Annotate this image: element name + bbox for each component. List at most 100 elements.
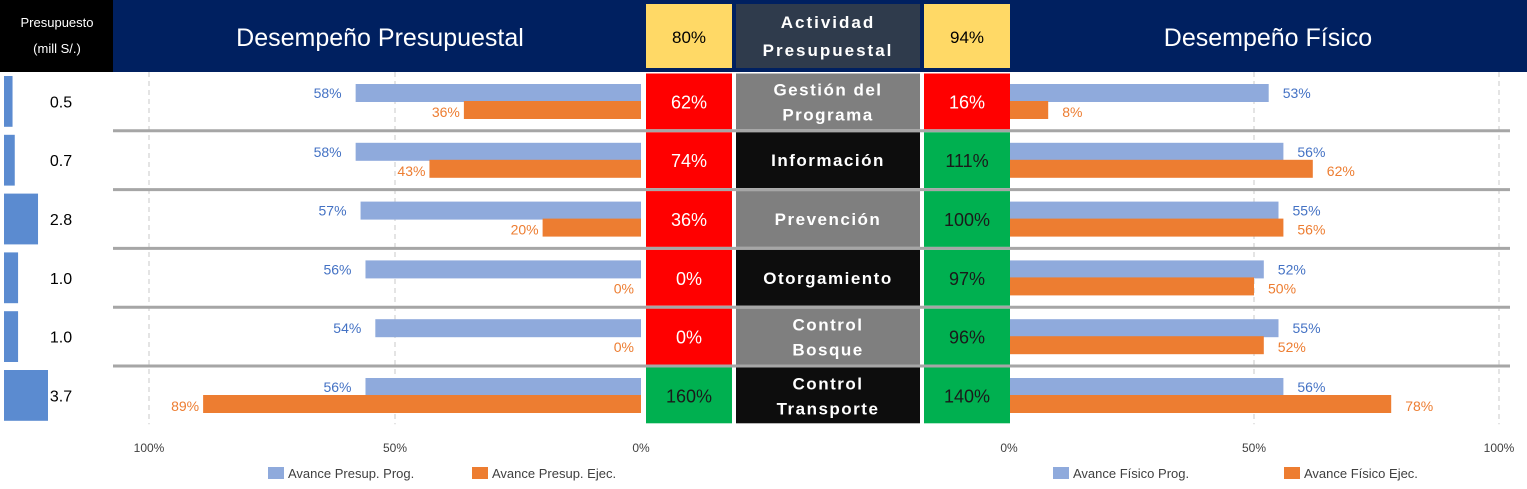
bar-fisico-prog	[1009, 142, 1284, 161]
axis-ticks: 100% 50% 0% 0% 50% 100%	[134, 441, 1515, 455]
bar-presup-ejec	[429, 159, 641, 178]
label-fisico-ejec: 8%	[1062, 104, 1082, 120]
presup-status-value: 62%	[671, 92, 707, 112]
budget-bar	[4, 311, 19, 362]
bar-fisico-ejec	[1009, 218, 1284, 237]
activity-header-cell	[736, 4, 920, 68]
label-presup-prog: 57%	[319, 203, 347, 219]
activity-cell	[736, 367, 920, 424]
fisico-status-value: 16%	[949, 92, 985, 112]
presup-status-value: 0%	[676, 269, 702, 289]
label-fisico-ejec: 52%	[1278, 339, 1306, 355]
activity-name: Programa	[782, 105, 873, 124]
bar-fisico-ejec	[1009, 159, 1313, 178]
budget-value: 1.0	[50, 271, 72, 288]
bar-presup-prog	[365, 378, 641, 396]
left-title: Desempeño Presupuestal	[236, 24, 524, 52]
table-row: 1.0 56% 0% 52% 50% 0% Otorgamiento 97%	[4, 246, 1510, 306]
bar-fisico-prog	[1009, 260, 1264, 279]
bar-presup-prog	[375, 319, 641, 338]
legend-swatch-left-prog	[268, 467, 284, 479]
presup-status-cell	[646, 132, 732, 189]
fisico-status-value: 100%	[944, 210, 990, 230]
budget-value: 0.7	[50, 153, 72, 170]
bar-fisico-prog	[1009, 378, 1284, 396]
presup-status-value: 0%	[676, 328, 702, 348]
budget-header	[0, 0, 113, 72]
legend: Avance Presup. Prog. Avance Presup. Ejec…	[268, 466, 1418, 481]
legend-left-ejec: Avance Presup. Ejec.	[492, 466, 616, 481]
bar-presup-ejec	[542, 218, 641, 237]
label-presup-prog: 56%	[323, 379, 351, 395]
label-presup-ejec: 0%	[614, 280, 634, 296]
activity-cell	[736, 308, 920, 365]
right-axis-tick: 50%	[1242, 441, 1266, 455]
legend-swatch-left-ejec	[472, 467, 488, 479]
fisico-status-cell	[924, 73, 1010, 130]
bar-fisico-prog	[1009, 319, 1279, 338]
table-row: 0.5 58% 36% 53% 8% 62% Gestión del Programa 16%	[4, 73, 1311, 130]
left-total-cell	[646, 4, 732, 68]
left-axis-tick: 100%	[134, 441, 165, 455]
budget-value: 1.0	[50, 330, 72, 347]
label-fisico-prog: 55%	[1293, 320, 1321, 336]
activity-name: Control	[793, 374, 864, 393]
activity-name: Otorgamiento	[763, 269, 892, 288]
label-presup-prog: 58%	[314, 85, 342, 101]
left-total: 80%	[672, 28, 706, 47]
bar-fisico-ejec	[1009, 395, 1392, 413]
activity-name: Bosque	[792, 341, 863, 360]
table-row: 0.7 58% 43% 56%62% 74% Información 111%	[4, 129, 1510, 189]
presup-status-cell	[646, 249, 732, 306]
right-total: 94%	[950, 28, 984, 47]
activity-cell	[736, 191, 920, 247]
presup-status-value: 36%	[671, 210, 707, 230]
legend-swatch-right-ejec	[1284, 467, 1300, 479]
fisico-status-cell	[924, 249, 1010, 306]
table-rows: 0.558%36%53%8%62%Gestión delPrograma16%0…	[4, 73, 1510, 426]
label-presup-ejec: 36%	[432, 104, 460, 120]
fisico-status-cell	[924, 191, 1010, 247]
label-fisico-prog: 55%	[1293, 203, 1321, 219]
presup-status-value: 160%	[666, 386, 712, 406]
label-presup-prog: 54%	[333, 320, 361, 336]
table-row: 3.7 56% 89% 56% 78% 160% Control Transporte 140%	[4, 364, 1510, 424]
label-presup-ejec: 0%	[614, 339, 634, 355]
right-total-cell	[924, 4, 1010, 68]
bar-presup-prog	[360, 201, 641, 220]
budget-value: 3.7	[50, 388, 72, 405]
label-fisico-ejec: 62%	[1327, 163, 1355, 179]
legend-swatch-right-prog	[1053, 467, 1069, 479]
label-fisico-ejec: 56%	[1297, 222, 1325, 238]
right-title: Desempeño Físico	[1164, 24, 1372, 52]
budget-bar	[4, 252, 19, 304]
presup-status-cell	[646, 191, 732, 247]
fisico-status-cell	[924, 367, 1010, 424]
label-fisico-ejec: 50%	[1268, 280, 1296, 296]
budget-value: 2.8	[50, 212, 72, 229]
fisico-status-value: 140%	[944, 386, 990, 406]
activity-cell	[736, 73, 920, 130]
budget-bar	[4, 134, 15, 186]
presup-status-value: 74%	[671, 151, 707, 171]
presup-status-cell	[646, 308, 732, 365]
presup-status-cell	[646, 367, 732, 424]
label-presup-ejec: 43%	[397, 163, 425, 179]
fisico-status-value: 96%	[949, 328, 985, 348]
bar-fisico-ejec	[1009, 336, 1264, 355]
fisico-status-value: 111%	[945, 151, 988, 171]
left-axis-tick: 0%	[632, 441, 650, 455]
budget-label-line2: (mill S/.)	[33, 41, 81, 56]
bar-fisico-prog	[1009, 201, 1279, 220]
label-fisico-prog: 56%	[1297, 379, 1325, 395]
bar-presup-ejec	[463, 101, 641, 119]
activity-name: Gestión del	[773, 80, 882, 99]
activity-cell	[736, 132, 920, 189]
label-fisico-prog: 52%	[1278, 261, 1306, 277]
fisico-status-cell	[924, 308, 1010, 365]
legend-right-prog: Avance Físico Prog.	[1073, 466, 1189, 481]
bar-presup-prog	[355, 84, 641, 102]
bar-presup-prog	[355, 142, 641, 161]
bar-fisico-ejec	[1009, 101, 1049, 119]
activity-name: Prevención	[775, 210, 882, 229]
